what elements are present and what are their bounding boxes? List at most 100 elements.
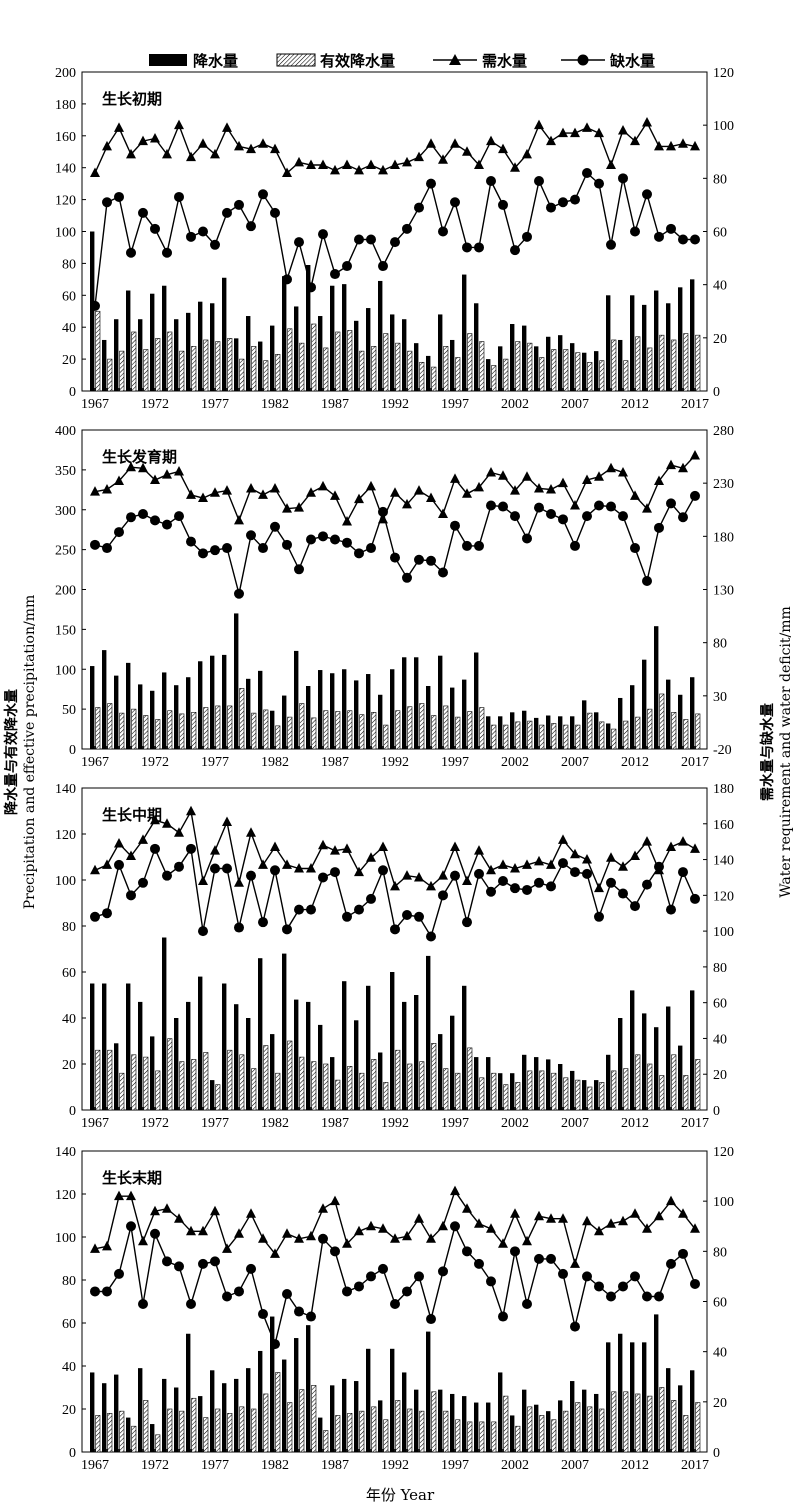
precipitation-bar [210,303,215,391]
effective-precipitation-bar [239,1054,245,1111]
water-requirement-point [414,485,424,495]
precipitation-bar [186,312,191,391]
water-deficit-point [438,567,448,578]
legend-precip-label: 降水量 [193,52,238,70]
x-tick-label: 2012 [621,1116,649,1131]
precipitation-bar [390,314,395,391]
effective-precipitation-bar [563,1410,569,1453]
right-tick-label: 130 [713,584,734,599]
effective-precipitation-bar [611,728,617,750]
precipitation-bar [474,652,479,749]
water-deficit-point [234,588,244,599]
water-deficit-point [402,1286,412,1297]
water-deficit-point [546,202,556,213]
effective-precipitation-bar [203,1417,209,1453]
precipitation-bar [258,341,263,391]
effective-precipitation-bar [551,349,557,392]
precipitation-bar [654,290,659,391]
effective-precipitation-bar [539,1415,545,1453]
water-deficit-point [450,197,460,208]
water-deficit-point [258,917,268,928]
water-deficit-point [666,904,676,915]
water-deficit-point [90,539,100,550]
circle-marker-icon [577,54,589,66]
water-requirement-point [570,848,580,859]
x-tick-label: 1967 [81,1458,109,1473]
water-deficit-point [594,500,604,511]
water-requirement-point [606,1218,616,1228]
water-requirement-point [450,1185,460,1196]
water-deficit-point [102,197,112,208]
water-requirement-point [522,859,532,869]
water-deficit-point [114,191,124,202]
right-tick-label: 20 [713,332,727,347]
water-requirement-point [654,1210,664,1221]
water-requirement-point [270,841,280,852]
precipitation-bar [210,655,215,749]
effective-precipitation-bar [599,1082,605,1111]
effective-precipitation-bar [239,1406,245,1453]
water-requirement-point [666,459,676,470]
water-deficit-point [126,890,136,901]
precipitation-bar [174,1018,179,1110]
water-deficit-point [90,911,100,922]
water-deficit-point [354,234,364,245]
effective-precipitation-bar [443,1068,449,1111]
effective-precipitation-bar [587,1406,593,1453]
precipitation-bar [138,319,143,391]
water-deficit-point [210,545,220,556]
x-tick-label: 2007 [561,1116,589,1131]
water-requirement-point [594,1225,604,1236]
water-deficit-point [498,199,508,210]
effective-precipitation-bar [107,358,113,392]
water-deficit-point [534,502,544,513]
water-deficit-point [162,247,172,258]
water-deficit-point [342,911,352,922]
precipitation-bar [522,1389,527,1452]
precipitation-bar [474,1057,479,1110]
precipitation-bar [186,1001,191,1110]
effective-precipitation-bar [323,347,329,392]
water-requirement-point [270,482,280,493]
water-deficit-point [306,282,316,293]
water-requirement-point [354,1225,364,1236]
water-deficit-point [654,231,664,242]
water-requirement-point [534,119,544,130]
precipitation-bar [210,1080,215,1110]
x-tick-label: 1972 [141,397,169,412]
precipitation-bar [462,1396,467,1452]
effective-precipitation-bar [143,1056,149,1111]
water-requirement-point [114,837,124,848]
water-requirement-line [94,809,696,891]
water-deficit-point [114,1268,124,1279]
precipitation-bar [534,717,539,749]
effective-precipitation-bar [359,1410,365,1453]
water-deficit-point [114,859,124,870]
precipitation-bar [498,716,503,749]
precipitation-bar [462,679,467,749]
precipitation-bar [438,1389,443,1452]
effective-precipitation-bar [371,712,377,750]
water-deficit-point [546,1253,556,1264]
water-requirement-point [630,135,640,146]
water-requirement-point [174,119,184,130]
water-deficit-point [114,527,124,538]
water-deficit-point [474,1258,484,1269]
water-deficit-point [570,540,580,551]
water-deficit-point [594,178,604,189]
water-requirement-point [246,143,256,154]
effective-precipitation-bar [167,710,173,750]
water-requirement-point [282,503,292,513]
right-tick-label: 80 [713,961,727,976]
water-requirement-point [342,843,352,853]
water-deficit-point [498,876,508,887]
water-requirement-point [570,127,580,138]
water-requirement-point [270,143,280,154]
precipitation-bar [210,1370,215,1452]
effective-precipitation-bar [671,1054,677,1111]
precipitation-bar [282,1359,287,1452]
left-tick-label: 300 [55,504,76,519]
effective-precipitation-bar [455,357,461,392]
effective-precipitation-bar [239,358,245,392]
left-tick-label: 350 [55,464,76,479]
